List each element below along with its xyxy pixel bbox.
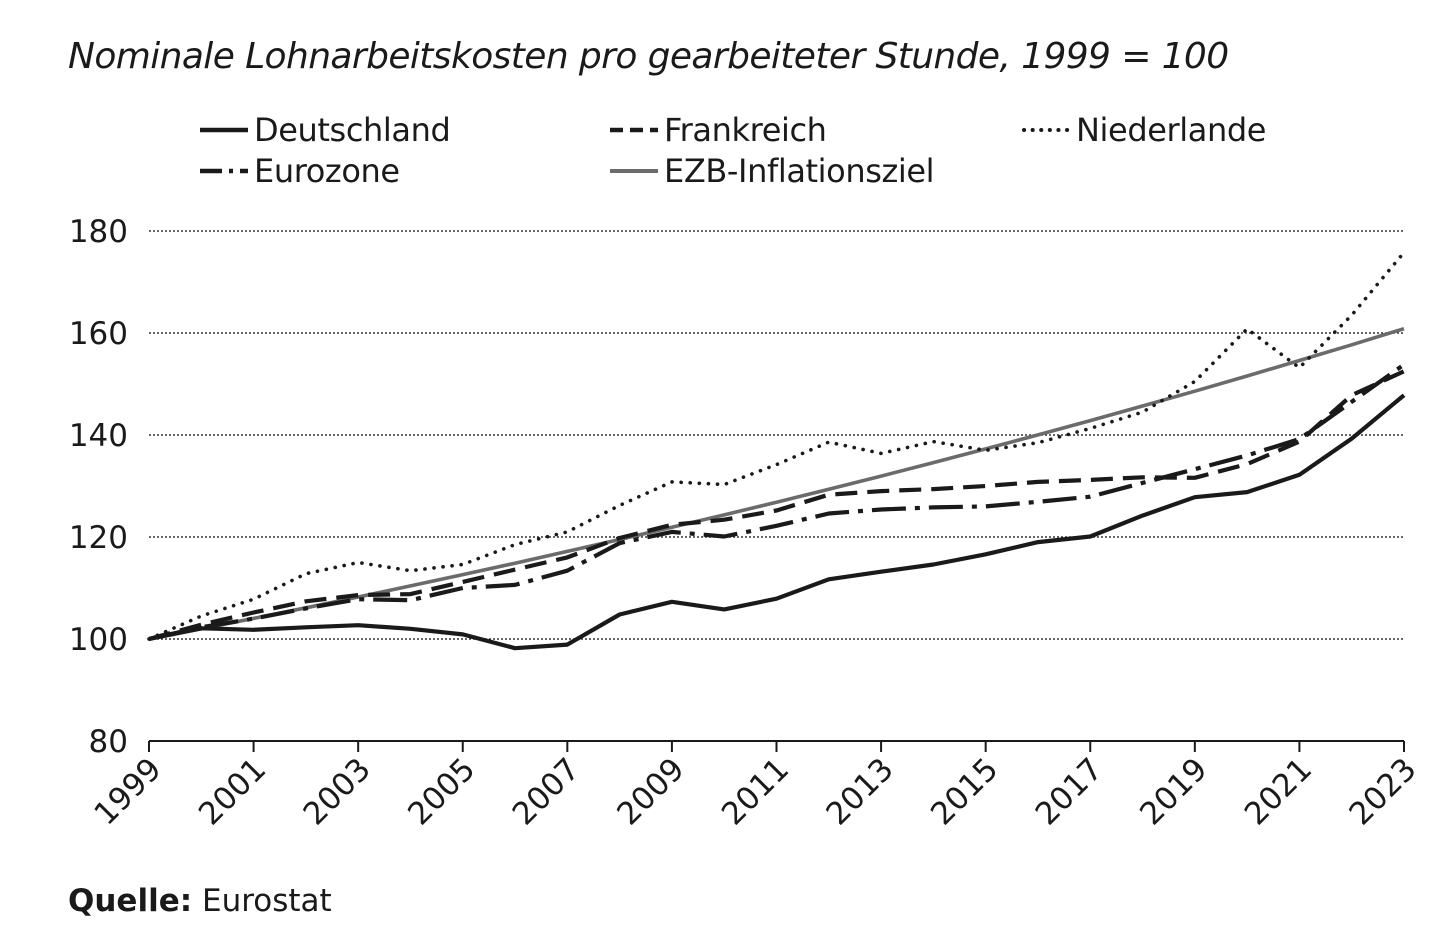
- legend-line-dash-dot-icon: [200, 168, 248, 174]
- legend-line-grey-icon: [610, 169, 658, 173]
- y-tick-label: 100: [69, 622, 128, 658]
- x-tick-label: 2005: [401, 751, 482, 832]
- legend-line-solid-icon: [200, 127, 248, 133]
- legend-item-frankreich: Frankreich: [608, 110, 827, 150]
- series-line-niederlande: [147, 250, 1406, 641]
- series-line-deutschland: [148, 393, 1406, 651]
- chart-title: Nominale Lohnarbeitskosten pro gearbeite…: [68, 36, 1229, 77]
- y-tick-label: 160: [69, 316, 128, 352]
- source-text: Eurostat: [201, 883, 332, 919]
- x-tick-label: 2009: [610, 751, 691, 832]
- y-tick-label: 180: [69, 214, 128, 250]
- legend-item-niederlande: Niederlande: [1020, 110, 1266, 150]
- series-line-ezb-inflationsziel: [148, 326, 1405, 641]
- legend-label: Eurozone: [254, 152, 400, 190]
- x-tick-label: 2017: [1029, 751, 1110, 832]
- legend-item-ezb-inflationsziel: EZB-Inflationsziel: [608, 151, 935, 191]
- x-tick-label: 2003: [297, 751, 378, 832]
- y-tick-label: 120: [69, 520, 128, 556]
- legend-label: Deutschland: [254, 111, 451, 149]
- legend-label: EZB-Inflationsziel: [664, 152, 935, 190]
- series-line-eurozone: [148, 362, 1406, 642]
- source-note: Quelle: Eurostat: [68, 883, 332, 919]
- y-tick-label: 80: [89, 724, 128, 760]
- legend-label: Frankreich: [664, 111, 827, 149]
- x-tick-label: 2019: [1133, 751, 1214, 832]
- x-tick-label: 2007: [506, 751, 587, 832]
- x-tick-label: 2015: [924, 751, 1005, 832]
- x-tick-label: 1999: [87, 751, 168, 832]
- y-tick-label: 140: [69, 418, 128, 454]
- legend-item-eurozone: Eurozone: [198, 151, 400, 191]
- legend-label: Niederlande: [1076, 111, 1267, 149]
- x-tick-label: 2021: [1238, 751, 1319, 832]
- source-label: Quelle:: [68, 883, 193, 919]
- x-tick-label: 2023: [1342, 751, 1423, 832]
- x-tick-label: 2011: [715, 751, 796, 832]
- legend-line-dashed-icon: [610, 127, 658, 133]
- x-tick-label: 2001: [192, 751, 273, 832]
- legend-line-dotted-icon: [1022, 128, 1072, 132]
- series-line-frankreich: [148, 369, 1405, 642]
- legend-item-deutschland: Deutschland: [198, 110, 451, 150]
- x-tick-label: 2013: [819, 751, 900, 832]
